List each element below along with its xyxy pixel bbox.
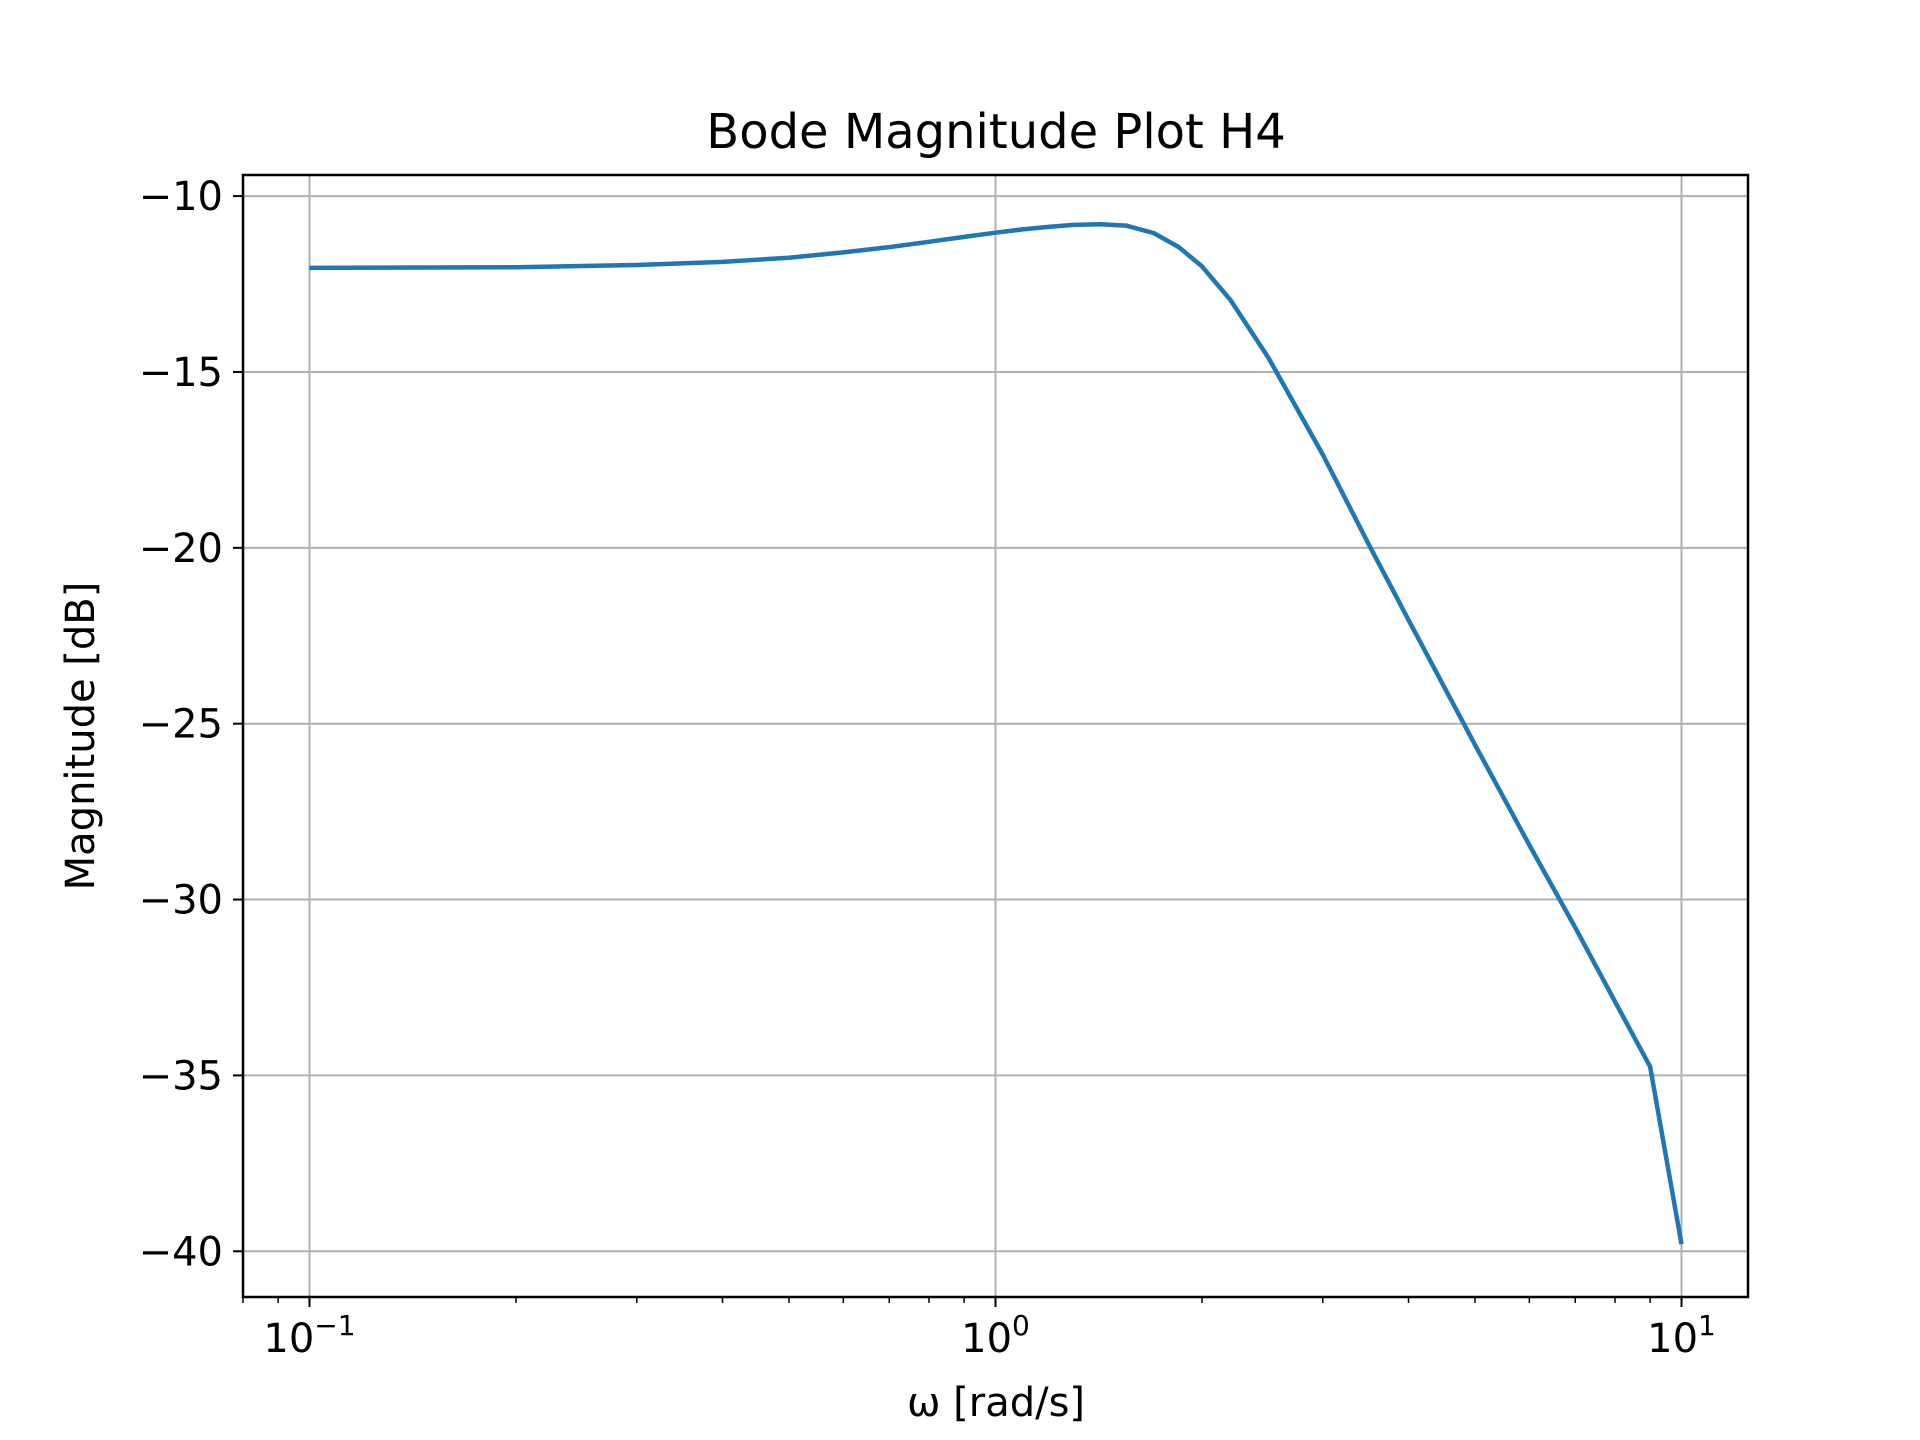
line-layer [309, 221, 1684, 1245]
chart-title: Bode Magnitude Plot H4 [706, 104, 1285, 160]
x-tick-label: 101 [1647, 1309, 1716, 1362]
y-tick-label: −30 [139, 878, 223, 924]
y-tick-label: −20 [139, 526, 223, 572]
magnitude-curve [309, 221, 1684, 1245]
y-tick-label: −35 [139, 1053, 223, 1099]
x-tick-label: 100 [961, 1309, 1030, 1362]
y-tick-label: −15 [139, 350, 223, 396]
y-tick-label: −40 [139, 1229, 223, 1275]
x-tick-label: 10−1 [263, 1309, 355, 1362]
grid-layer [243, 175, 1748, 1297]
y-tick-label: −25 [139, 702, 223, 748]
y-tick-label: −10 [139, 174, 223, 220]
y-axis-label: Magnitude [dB] [58, 582, 104, 891]
x-axis-label: ω [rad/s] [907, 1380, 1085, 1426]
tick-layer: 10−1 100 101 −10 −15 −20 −25 −30 −35 −40 [139, 174, 1716, 1362]
